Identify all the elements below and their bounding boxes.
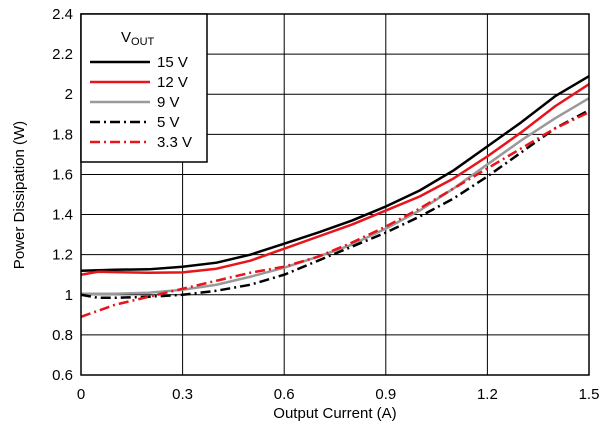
legend-label: 15 V: [157, 54, 188, 71]
plot-frame: [80, 13, 590, 376]
y-tick-label: 1.8: [52, 126, 73, 143]
y-tick-label: 1: [65, 287, 73, 304]
legend-title-sub: OUT: [131, 36, 155, 48]
x-tick-label: 1.2: [477, 386, 498, 403]
legend: VOUT 15 V 12 V 9 V 5 V 3.3 V: [80, 13, 208, 163]
x-tick-label: 0.9: [375, 386, 396, 403]
legend-label: 12 V: [157, 74, 188, 91]
y-tick-label: 0.8: [52, 327, 73, 344]
y-tick-label: 1.4: [52, 207, 73, 224]
y-tick-label: 2.2: [52, 46, 73, 63]
x-axis-label: Output Current (A): [273, 405, 396, 422]
tick-label-layer: 0 0.3 0.6 0.9 1.2 1.5 0.6 0.8 1 1.2 1.4 1.6 1.8 2 2.2 2…: [52, 6, 599, 403]
y-tick-label: 0.6: [52, 367, 73, 384]
series-line: [80, 75, 590, 272]
x-tick-label: 0.3: [172, 386, 193, 403]
y-tick-label: 1.2: [52, 247, 73, 264]
legend-box: [80, 13, 208, 163]
x-tick-label: 1.5: [579, 386, 600, 403]
legend-label: 9 V: [157, 94, 180, 111]
series-line: [80, 109, 590, 300]
series-line: [80, 83, 590, 276]
x-tick-label: 0.6: [274, 386, 295, 403]
y-tick-label: 2: [65, 86, 73, 103]
legend-title-main: V: [121, 29, 131, 46]
legend-entries: 15 V 12 V 9 V 5 V 3.3 V: [90, 54, 192, 151]
x-tick-label: 0: [77, 386, 85, 403]
y-tick-label: 1.6: [52, 166, 73, 183]
series-line: [80, 111, 590, 319]
series-layer: [80, 75, 590, 319]
y-axis-label: Power Dissipation (W): [11, 121, 28, 269]
legend-title: VOUT: [121, 29, 155, 48]
legend-label: 5 V: [157, 114, 180, 131]
y-tick-label: 2.4: [52, 6, 73, 23]
legend-label: 3.3 V: [157, 134, 192, 151]
